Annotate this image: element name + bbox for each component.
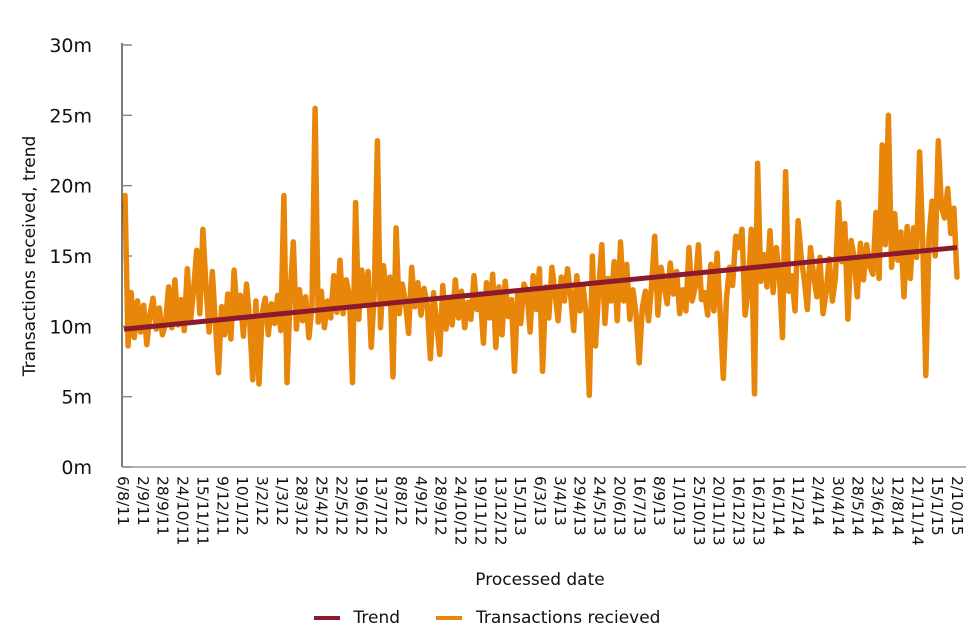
x-tick-label: 13/7/12 [372, 476, 390, 536]
x-tick-label: 3/2/12 [253, 476, 271, 526]
x-tick-label: 6/3/13 [531, 476, 549, 526]
x-tick-label: 6/8/11 [114, 476, 132, 526]
x-tick-label: 28/5/14 [849, 476, 867, 536]
legend-item-transactions: Transactions recieved [436, 608, 660, 628]
x-tick-label: 28/9/12 [432, 476, 450, 536]
series-transactions-line [122, 105, 960, 399]
x-tick-label: 16/12/13 [730, 476, 748, 546]
x-tick-label: 4/9/12 [412, 476, 430, 526]
x-tick-label: 25/4/12 [313, 476, 331, 536]
x-tick-label: 24/10/12 [452, 476, 470, 546]
x-tick-label: 28/9/11 [154, 476, 172, 536]
x-tick-label: 20/11/13 [710, 476, 728, 546]
x-tick-label: 3/4/13 [551, 476, 569, 526]
y-tick-label: 30m [49, 35, 92, 57]
x-tick-label: 19/6/12 [352, 476, 370, 536]
legend-item-trend: Trend [313, 608, 401, 628]
x-tick-label: 25/10/13 [690, 476, 708, 546]
y-tick-label: 15m [49, 246, 92, 268]
legend-label-transactions: Transactions recieved [476, 608, 661, 628]
x-tick-label: 13/12/12 [491, 476, 509, 546]
x-tick-label: 23/6/14 [869, 476, 887, 536]
x-tick-label: 20/6/13 [610, 476, 628, 536]
x-tick-label: 15/1/13 [511, 476, 529, 536]
x-axis: 6/8/11 2/9/11 28/9/11 24/10/11 15/11/11 9/12/… [114, 466, 966, 546]
legend-swatch-transactions [436, 616, 463, 620]
x-tick-label: 29/4/13 [571, 476, 589, 536]
y-tick-label: 20m [49, 176, 92, 198]
x-tick-label: 28/3/12 [293, 476, 311, 536]
x-tick-label: 15/11/11 [193, 476, 211, 546]
y-axis-title: Transactions received, trend [20, 136, 40, 378]
x-tick-label: 24/5/13 [591, 476, 609, 536]
x-tick-label: 2/4/14 [809, 476, 827, 526]
x-axis-title: Processed date [475, 570, 605, 590]
x-tick-label: 1/3/12 [273, 476, 291, 526]
y-tick-label: 0m [61, 457, 92, 479]
x-tick-label: 9/12/11 [213, 476, 231, 536]
x-tick-label: 22/5/12 [332, 476, 350, 536]
x-tick-label: 8/8/12 [392, 476, 410, 526]
y-tick-label: 25m [49, 105, 92, 127]
series-trend-line [123, 245, 958, 332]
y-tick-label: 10m [49, 316, 92, 338]
legend-swatch-trend [313, 616, 340, 620]
x-tick-label: 19/11/12 [471, 476, 489, 546]
x-tick-label: 16/1/14 [769, 476, 787, 536]
x-tick-label: 1/10/13 [670, 476, 688, 536]
x-tick-label: 12/8/14 [888, 476, 906, 536]
x-tick-label: 8/9/13 [650, 476, 668, 526]
x-tick-label: 2/9/11 [134, 476, 152, 526]
x-tick-label: 15/1/15 [928, 476, 946, 536]
x-tick-label: 30/4/14 [829, 476, 847, 536]
x-tick-label: 10/1/12 [233, 476, 251, 536]
y-tick-label: 5m [61, 387, 92, 409]
legend-label-trend: Trend [353, 608, 401, 628]
x-tick-label: 21/11/14 [908, 476, 926, 546]
x-tick-label: 16/12/13 [749, 476, 767, 546]
legend: Trend Transactions recieved [0, 608, 974, 628]
y-axis: 0m 5m 10m 15m 20m 25m 30m [49, 35, 132, 479]
x-tick-label: 16/7/13 [630, 476, 648, 536]
x-tick-label: 2/10/15 [948, 476, 966, 536]
x-tick-label: 24/10/11 [174, 476, 192, 546]
series-group [122, 105, 960, 399]
x-tick-label: 11/2/14 [789, 476, 807, 536]
